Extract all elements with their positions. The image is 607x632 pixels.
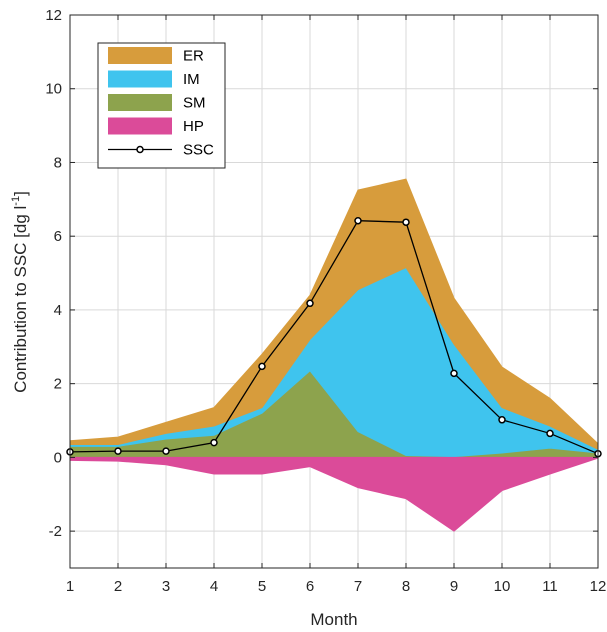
- x-tick-label: 6: [306, 578, 314, 595]
- ssc-point: [258, 362, 266, 371]
- legend-marker-ssc: [136, 145, 144, 154]
- y-tick-label: 4: [54, 302, 62, 319]
- y-tick-label: 12: [45, 7, 62, 24]
- y-tick-labels: -2 0 2 4 6 8 10 12: [45, 7, 62, 540]
- y-tick-label: 10: [45, 81, 62, 98]
- ssc-line: [69, 220, 599, 455]
- legend-swatch-im: [108, 70, 172, 88]
- ssc-point: [450, 369, 458, 378]
- ssc-point: [498, 416, 506, 424]
- y-tick-label: 8: [54, 154, 62, 171]
- ssc-point: [306, 299, 314, 308]
- x-tick-label: 7: [354, 578, 362, 595]
- x-tick-label: 11: [542, 578, 558, 595]
- x-tick-label: 4: [210, 578, 218, 595]
- ssc-point: [162, 447, 170, 455]
- x-tick-label: 12: [590, 578, 607, 595]
- x-tick-label: 5: [258, 578, 266, 595]
- y-tick-label: 2: [54, 376, 62, 393]
- plot-frame: [69, 14, 599, 569]
- legend-label-hp: HP: [183, 118, 204, 135]
- ssc-point: [114, 447, 122, 455]
- legend-label-ssc: SSC: [183, 142, 214, 159]
- y-tick-label: -2: [49, 523, 62, 540]
- y-tick-label: 0: [54, 449, 62, 466]
- legend-label-er: ER: [183, 48, 204, 65]
- ssc-point: [210, 438, 218, 447]
- ssc-point: [402, 218, 410, 226]
- x-tick-label: 1: [66, 578, 74, 595]
- ssc-point: [546, 429, 554, 438]
- x-tick-label: 3: [162, 578, 170, 595]
- ssc-point: [354, 216, 362, 225]
- x-axis-label: Month: [310, 610, 357, 629]
- ssc-line-series: [66, 216, 602, 458]
- y-tick-label: 6: [54, 228, 62, 245]
- legend-swatch-sm: [108, 94, 172, 111]
- x-tick-label: 9: [450, 578, 458, 595]
- legend-label-im: IM: [183, 71, 200, 88]
- x-tick-labels: 1 2 3 4 5 6 7 8 9 10 11 12: [66, 578, 607, 595]
- legend: ER IM SM HP SSC: [97, 42, 226, 169]
- x-tick-label: 8: [402, 578, 410, 595]
- legend-swatch-er: [108, 47, 172, 64]
- y-axis-label: Contribution to SSC [dg l-1]: [10, 191, 30, 393]
- x-tick-label: 10: [494, 578, 511, 595]
- legend-label-sm: SM: [183, 95, 206, 112]
- x-tick-label: 2: [114, 578, 122, 595]
- tick-marks: [69, 14, 599, 568]
- legend-swatch-hp: [108, 117, 172, 135]
